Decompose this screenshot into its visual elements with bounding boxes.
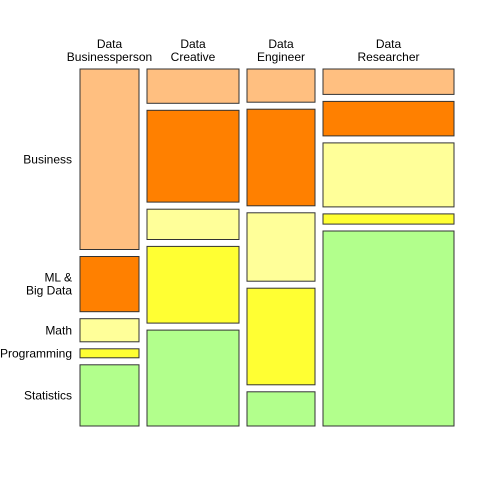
mosaic-cell-0-2 <box>79 318 140 343</box>
mosaic-cell-0-4 <box>79 364 140 427</box>
mosaic-cell-0-3 <box>79 348 140 359</box>
mosaic-cell-1-2 <box>146 208 240 240</box>
mosaic-cell-2-2 <box>246 212 316 282</box>
row-label-1: ML & Big Data <box>26 271 72 298</box>
mosaic-cell-1-0 <box>146 68 240 104</box>
mosaic-cell-2-3 <box>246 287 316 386</box>
mosaic-cell-2-1 <box>246 108 316 207</box>
mosaic-cell-3-0 <box>322 68 455 95</box>
column-label-3: Data Researcher <box>357 37 419 64</box>
mosaic-cell-3-4 <box>322 230 455 427</box>
mosaic-cell-3-3 <box>322 213 455 225</box>
column-label-2: Data Engineer <box>257 37 305 64</box>
row-label-0: Business <box>23 152 72 166</box>
column-label-0: Data Businessperson <box>67 37 152 64</box>
mosaic-cell-0-0 <box>79 68 140 250</box>
mosaic-cell-0-1 <box>79 256 140 313</box>
row-label-4: Statistics <box>24 388 72 402</box>
row-label-2: Math <box>45 323 72 337</box>
mosaic-cell-1-1 <box>146 109 240 203</box>
mosaic-cell-3-2 <box>322 142 455 208</box>
mosaic-cell-2-0 <box>246 68 316 103</box>
column-label-1: Data Creative <box>171 37 216 64</box>
mosaic-cell-1-3 <box>146 245 240 324</box>
mosaic-cell-2-4 <box>246 391 316 427</box>
mosaic-cell-3-1 <box>322 100 455 137</box>
row-label-3: Programming <box>0 346 72 360</box>
mosaic-cell-1-4 <box>146 329 240 427</box>
